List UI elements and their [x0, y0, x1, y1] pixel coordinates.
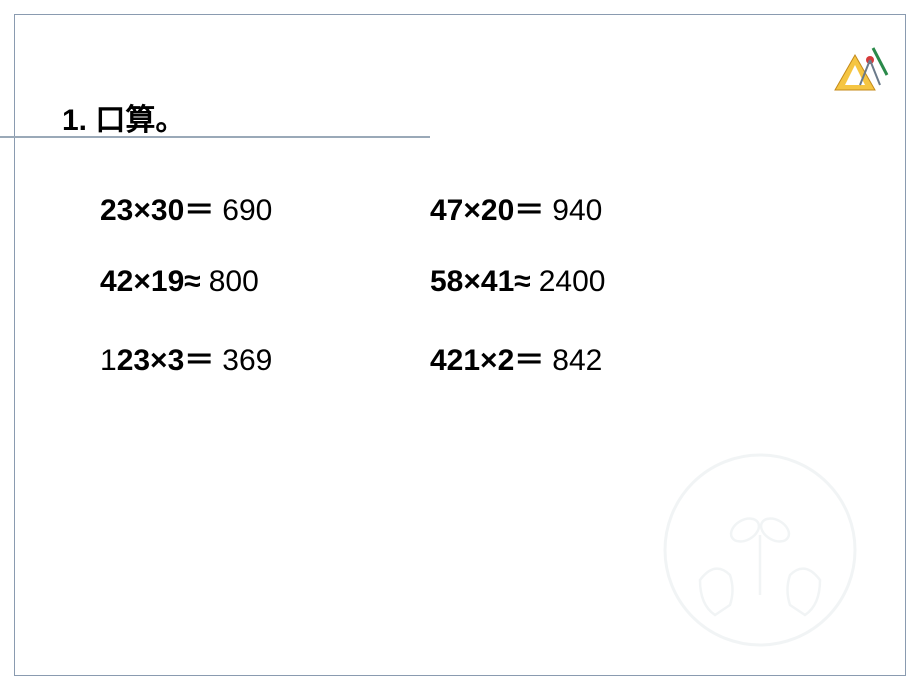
- problem-cell: 421×2＝ 842: [430, 335, 602, 379]
- expression: 23×30＝: [100, 185, 214, 229]
- expression: 47×20＝: [430, 185, 544, 229]
- expression: 421×2＝: [430, 335, 544, 379]
- answer: 800: [209, 265, 259, 299]
- problem-row: 123×3＝ 369 421×2＝ 842: [100, 335, 605, 379]
- title-number: 1.: [62, 104, 87, 137]
- answer: 940: [552, 194, 602, 228]
- expression: 58×41≈: [430, 265, 531, 299]
- problems-grid: 23×30＝ 690 47×20＝ 940 42×19≈ 800 58×41≈ …: [100, 185, 605, 415]
- title-text: 口算。: [87, 104, 185, 137]
- hands-plant-watermark-icon: [660, 440, 860, 660]
- problem-cell: 23×30＝ 690: [100, 185, 430, 229]
- answer: 690: [222, 194, 272, 228]
- answer: 842: [552, 344, 602, 378]
- section-title: 1. 口算。: [62, 95, 185, 139]
- problem-cell: 47×20＝ 940: [430, 185, 602, 229]
- problem-cell: 42×19≈ 800: [100, 265, 430, 299]
- problem-cell: 58×41≈ 2400: [430, 265, 605, 299]
- expression: 123×3＝: [100, 335, 214, 379]
- answer: 369: [222, 344, 272, 378]
- answer: 2400: [539, 265, 606, 299]
- problem-row: 42×19≈ 800 58×41≈ 2400: [100, 265, 605, 299]
- problem-cell: 123×3＝ 369: [100, 335, 430, 379]
- expression: 42×19≈: [100, 265, 201, 299]
- math-tools-icon: [825, 40, 895, 100]
- problem-row: 23×30＝ 690 47×20＝ 940: [100, 185, 605, 229]
